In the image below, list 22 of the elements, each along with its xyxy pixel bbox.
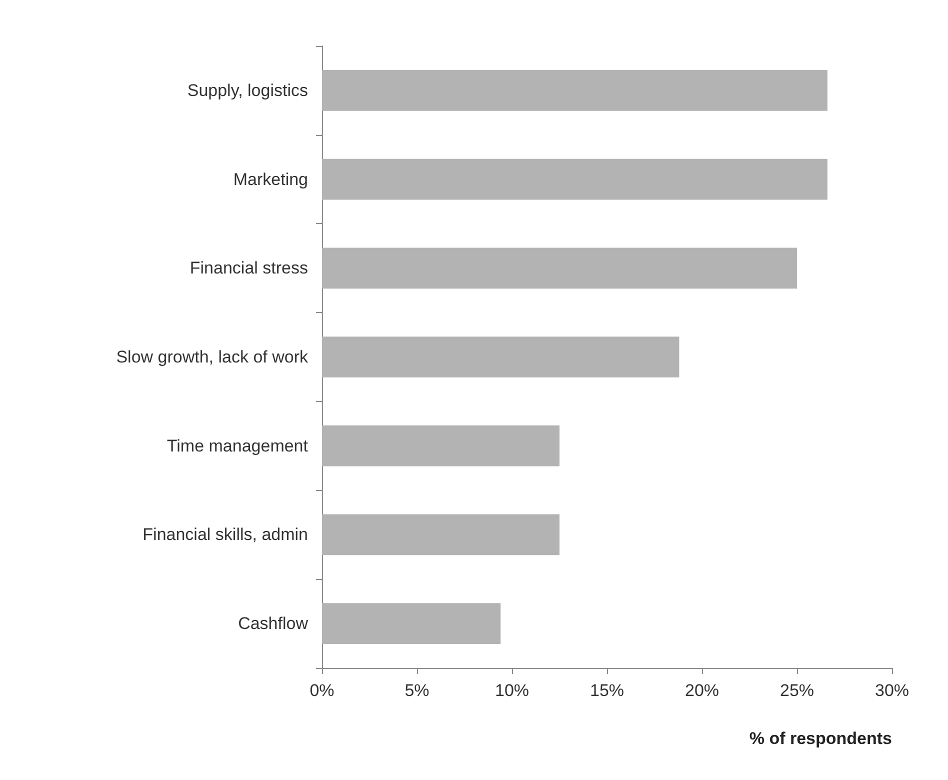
y-tick-label: Marketing	[233, 170, 308, 189]
x-tick-label: 15%	[590, 681, 624, 700]
x-tick-label: 0%	[310, 681, 334, 700]
y-tick-label: Supply, logistics	[187, 80, 308, 100]
bar	[322, 248, 797, 289]
y-tick-label: Cashflow	[238, 614, 309, 634]
y-tick-label: Financial stress	[190, 258, 308, 278]
x-tick-label: 30%	[874, 681, 910, 700]
bar	[322, 70, 828, 111]
bar	[322, 336, 680, 378]
x-tick-label: 25%	[780, 681, 814, 700]
x-tick-label: 10%	[494, 681, 530, 700]
bar	[322, 425, 560, 466]
bar	[322, 603, 501, 644]
y-tick-label: Financial skills, admin	[142, 525, 308, 544]
y-tick-label: Slow growth, lack of work	[116, 348, 308, 366]
y-tick-label: Time management	[166, 436, 308, 456]
x-tick-label: 20%	[684, 681, 720, 700]
bar	[322, 514, 560, 556]
x-axis-title: % of respondents	[749, 729, 892, 748]
bar	[322, 158, 828, 200]
x-tick-label: 5%	[404, 681, 430, 700]
